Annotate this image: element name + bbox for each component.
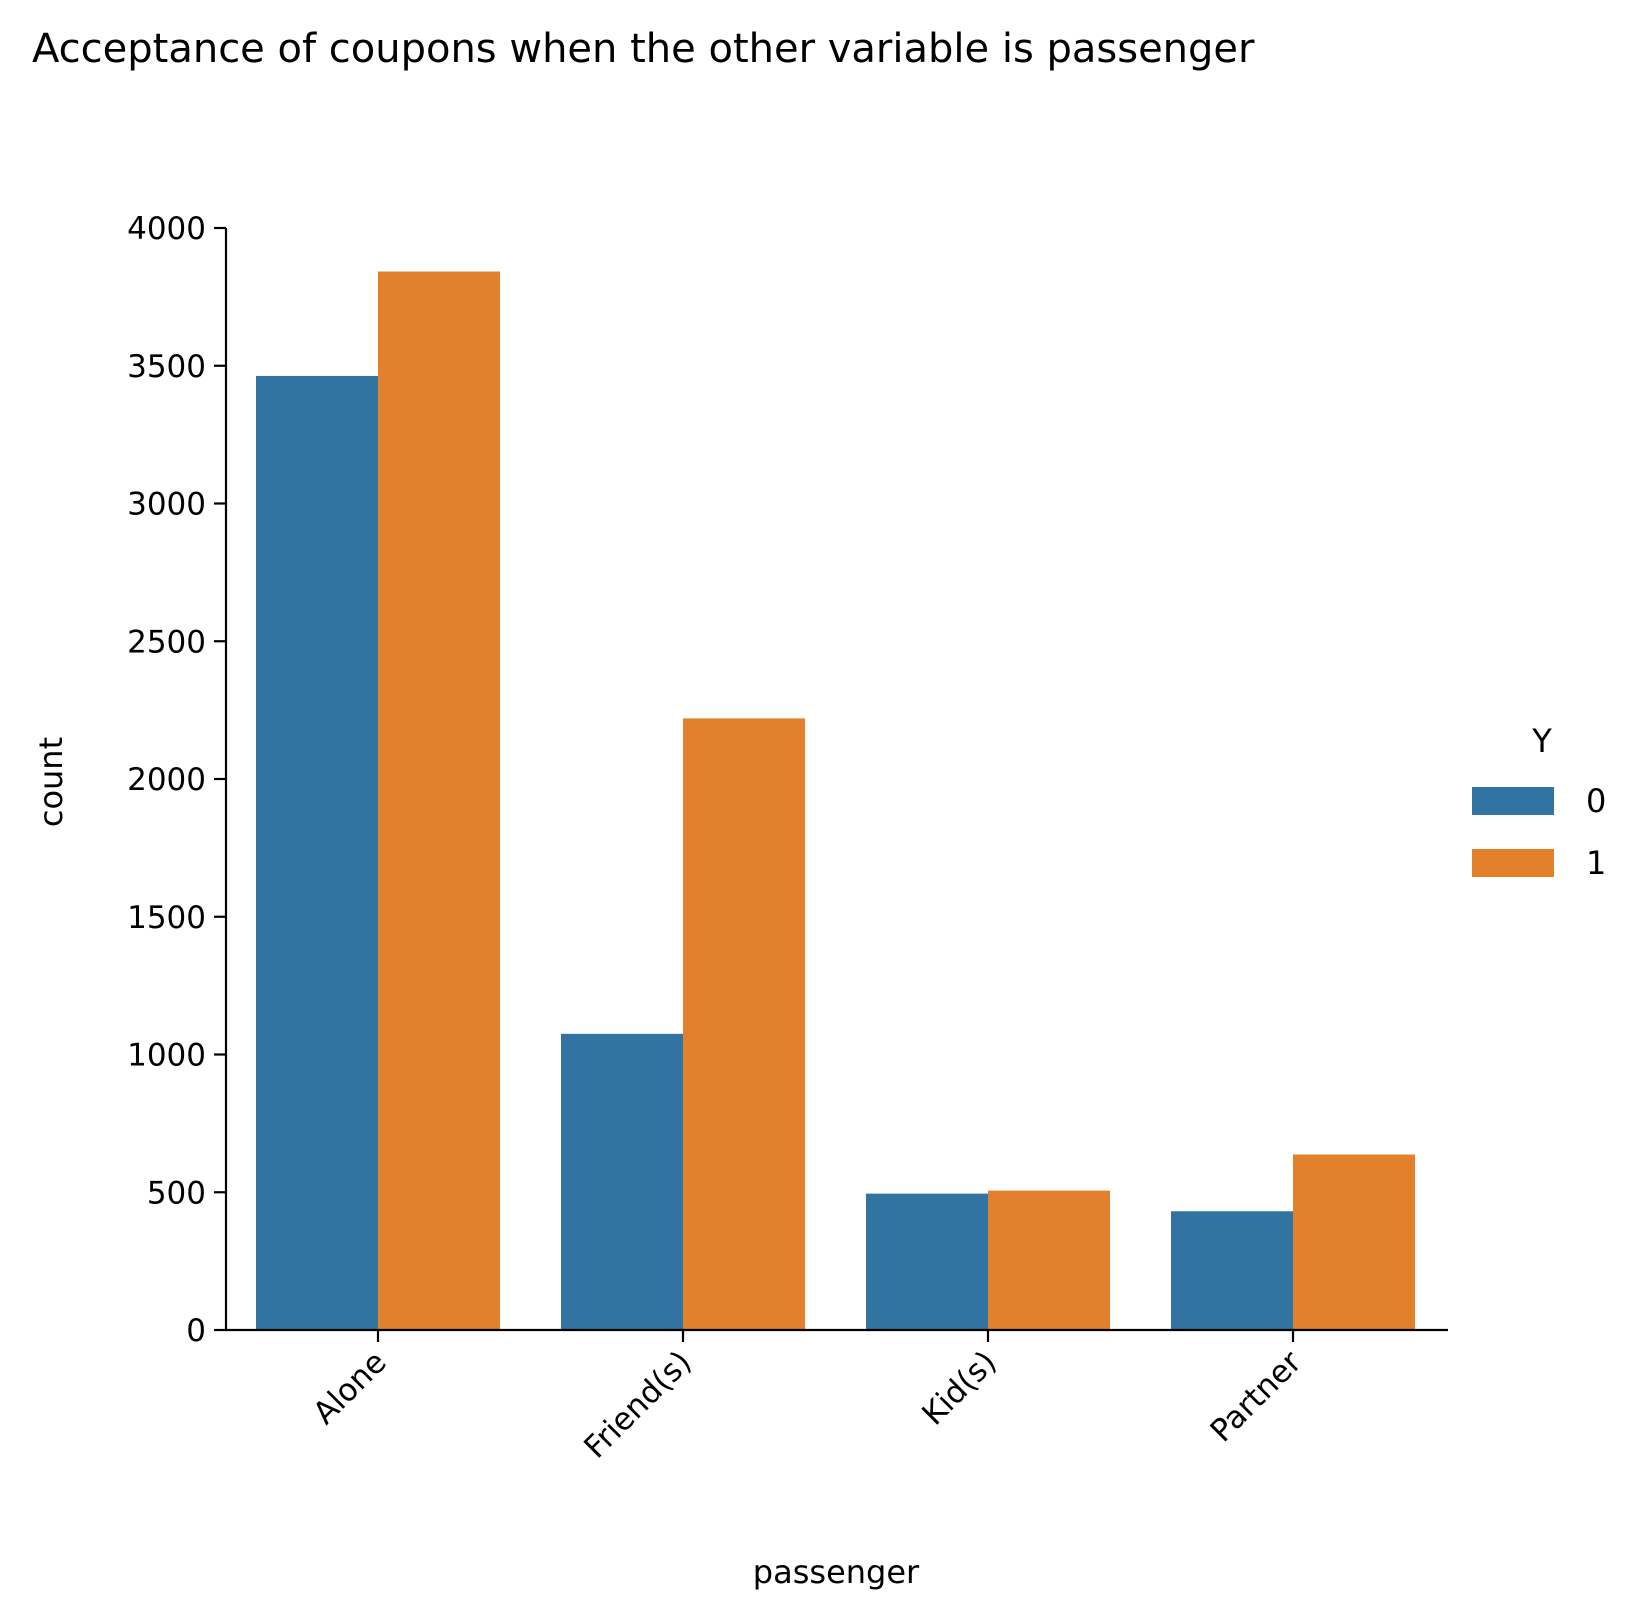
y-tick-label: 3000 (127, 487, 206, 523)
bar-kids-series-1 (988, 1190, 1110, 1330)
x-tick-label: Partner (1204, 1344, 1309, 1449)
y-axis-label: count (32, 737, 70, 827)
bars-group (256, 271, 1415, 1331)
x-axis: Alone Friend(s) Kid(s) Partner (226, 1328, 1448, 1466)
bar-friends-series-0 (561, 1033, 683, 1330)
bar-kids-series-0 (866, 1193, 988, 1330)
x-tick-label: Friend(s) (577, 1344, 698, 1465)
y-tick-label: 2500 (127, 624, 206, 660)
x-tick-label: Kid(s) (915, 1344, 1003, 1432)
x-tick-label: Alone (306, 1344, 393, 1431)
y-tick-label: 3500 (127, 349, 206, 385)
chart-title: Acceptance of coupons when the other var… (32, 26, 1255, 72)
y-tick-label: 0 (186, 1313, 206, 1349)
legend: Y 0 1 (1472, 722, 1606, 882)
bar-alone-series-0 (256, 375, 378, 1331)
legend-title: Y (1531, 722, 1552, 760)
y-tick-label: 500 (147, 1175, 206, 1211)
legend-label-1: 1 (1586, 844, 1606, 882)
y-tick-label: 1500 (127, 900, 206, 936)
bar-partner-series-0 (1171, 1211, 1293, 1330)
bar-friends-series-1 (683, 718, 805, 1330)
y-axis: 0 500 1000 1500 2000 2500 3000 3500 4000 (127, 211, 228, 1349)
bar-alone-series-1 (378, 271, 500, 1330)
y-tick-label: 1000 (127, 1038, 206, 1074)
legend-swatch-0 (1472, 787, 1554, 815)
y-tick-label: 4000 (127, 211, 206, 247)
legend-label-0: 0 (1586, 782, 1606, 820)
x-axis-label: passenger (753, 1553, 920, 1591)
bar-partner-series-1 (1293, 1154, 1415, 1330)
y-tick-label: 2000 (127, 762, 206, 798)
legend-swatch-1 (1472, 849, 1554, 877)
